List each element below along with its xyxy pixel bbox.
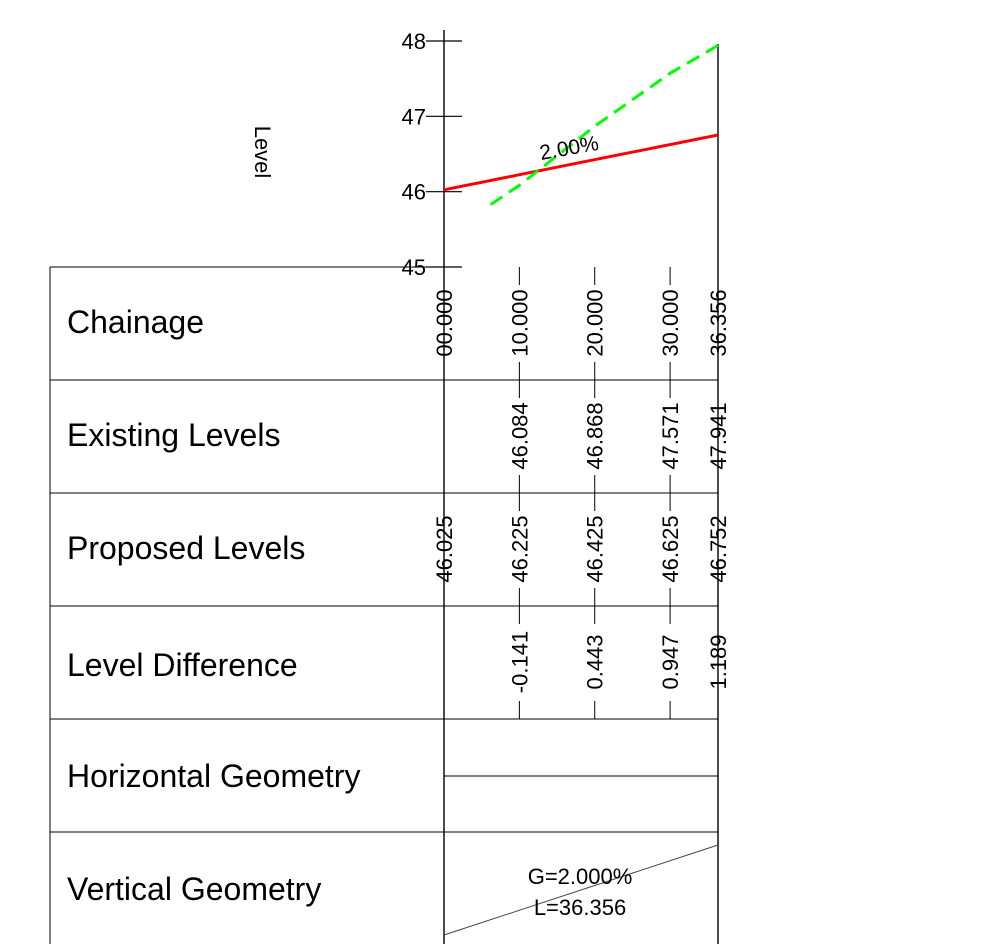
existing-level-value: 47.941 [706, 402, 731, 469]
existing-level-value: 46.868 [583, 402, 608, 469]
vertical-geometry-grade: G=2.000% [528, 864, 633, 889]
existing-level-value: 46.084 [507, 402, 532, 469]
band-values: 00.000 10.000 20.000 30.000 36.356 46.084 46.8… [432, 289, 731, 693]
chainage-value: 30.000 [658, 289, 683, 356]
chart-frame [443, 30, 719, 944]
row-label-vertical-geometry: Vertical Geometry [67, 871, 321, 907]
level-difference-value: -0.141 [507, 631, 532, 693]
proposed-level-value: 46.752 [706, 515, 731, 582]
vertical-geometry-length: L=36.356 [534, 895, 626, 920]
series-group [443, 44, 719, 206]
chainage-value: 00.000 [432, 289, 457, 356]
band-table-grid [49, 266, 718, 944]
existing-level-value: 47.571 [658, 402, 683, 469]
proposed-level-value: 46.225 [507, 515, 532, 582]
proposed-levels-line [443, 133, 719, 192]
row-label-existing-levels: Existing Levels [67, 417, 280, 453]
vertical-geometry-grade-line [443, 844, 719, 936]
y-tick-label: 48 [402, 29, 426, 54]
y-axis: 45 46 47 48 [402, 29, 462, 280]
row-label-level-difference: Level Difference [67, 647, 298, 683]
level-difference-value: 0.443 [583, 634, 608, 689]
level-difference-value: 1.189 [706, 634, 731, 689]
row-label-proposed-levels: Proposed Levels [67, 530, 305, 566]
chainage-value: 10.000 [507, 289, 532, 356]
existing-levels-line [489, 44, 719, 206]
y-tick-label: 45 [402, 255, 426, 280]
chainage-value: 20.000 [583, 289, 608, 356]
y-axis-label: Level [250, 126, 275, 179]
proposed-level-value: 46.625 [658, 515, 683, 582]
y-tick-label: 46 [402, 180, 426, 205]
chainage-value: 36.356 [706, 289, 731, 356]
row-label-chainage: Chainage [67, 304, 204, 340]
proposed-level-value: 46.025 [432, 515, 457, 582]
proposed-level-value: 46.425 [583, 515, 608, 582]
row-label-horizontal-geometry: Horizontal Geometry [67, 758, 360, 794]
y-tick-label: 47 [402, 104, 426, 129]
chainage-ticks [443, 267, 719, 719]
level-difference-value: 0.947 [658, 634, 683, 689]
